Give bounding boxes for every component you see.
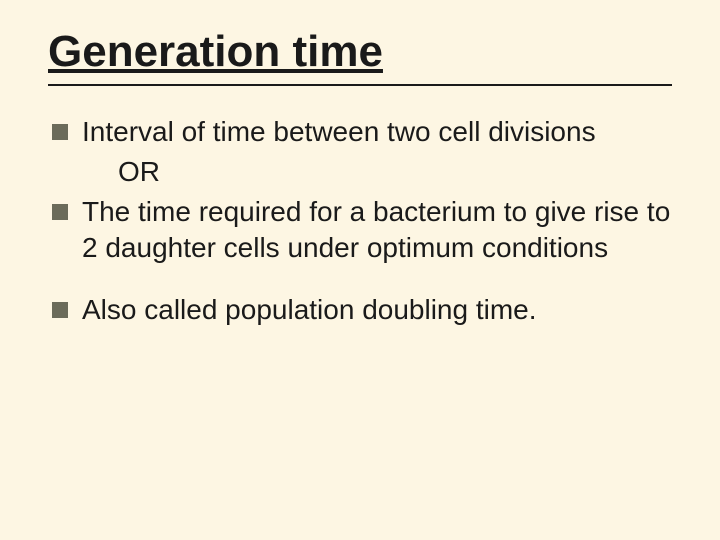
bullet-text: Also called population doubling time. [82, 294, 537, 325]
list-item: The time required for a bacterium to giv… [48, 194, 672, 266]
slide-title: Generation time [48, 28, 672, 76]
list-item: Interval of time between two cell divisi… [48, 114, 672, 150]
bullet-text: Interval of time between two cell divisi… [82, 116, 596, 147]
bullet-text: The time required for a bacterium to giv… [82, 196, 670, 263]
bullet-list: Interval of time between two cell divisi… [48, 114, 672, 150]
slide: Generation time Interval of time between… [0, 0, 720, 540]
list-item: Also called population doubling time. [48, 292, 672, 328]
bullet-list: The time required for a bacterium to giv… [48, 194, 672, 327]
title-rule [48, 84, 672, 86]
connector-text: OR [48, 154, 672, 190]
